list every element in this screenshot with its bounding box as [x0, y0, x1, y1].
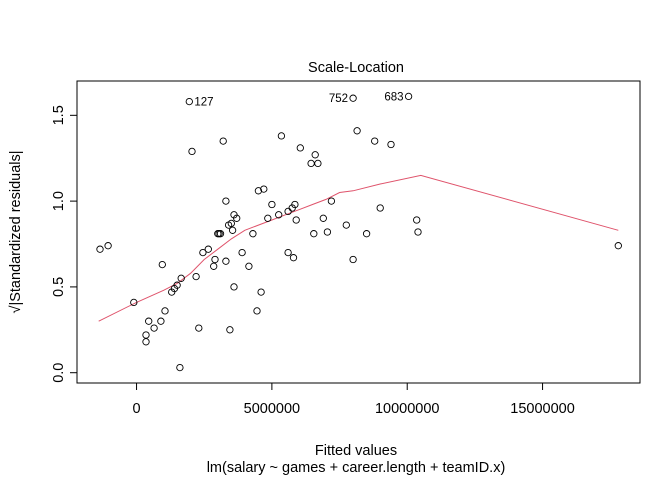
- residual-point: [150, 324, 158, 332]
- residual-point: [260, 185, 268, 193]
- residual-point: [228, 226, 237, 234]
- plot-frame: [76, 80, 641, 384]
- residual-point: [291, 200, 299, 209]
- residual-point: [158, 260, 166, 269]
- residual-point: [210, 262, 218, 270]
- residual-point: [96, 245, 104, 253]
- residual-point: [188, 147, 196, 156]
- residual-point: [192, 272, 200, 281]
- residual-point: [157, 317, 165, 325]
- residual-point: [130, 298, 138, 307]
- residual-point: [310, 230, 318, 238]
- residual-point: [296, 144, 304, 152]
- residual-point: [289, 254, 298, 262]
- residual-point: [307, 159, 315, 168]
- residual-point: [227, 219, 235, 228]
- residual-point: [176, 363, 184, 372]
- residual-point: [199, 248, 207, 257]
- y-tick-label: 0.5: [51, 277, 67, 297]
- residual-point: [353, 127, 361, 135]
- residual-point: [253, 307, 261, 315]
- residual-point: [314, 159, 322, 168]
- x-tick-label: 0: [133, 401, 141, 417]
- residual-point: [185, 97, 193, 106]
- residual-point: [404, 92, 413, 101]
- residual-point: [104, 242, 112, 250]
- y-tick-label: 0.0: [51, 363, 67, 383]
- residual-point: [238, 248, 246, 257]
- residual-point: [371, 137, 379, 145]
- residual-point: [257, 288, 265, 296]
- residual-point: [249, 230, 257, 238]
- residual-point: [323, 228, 332, 236]
- residual-point: [204, 245, 212, 253]
- outlier-labels: 127 752 683: [194, 91, 403, 108]
- residual-point: [161, 307, 169, 315]
- model-formula-label: lm(salary ~ games + career.length + team…: [207, 460, 506, 476]
- x-tick-label: 10000000: [375, 401, 440, 417]
- residual-point: [284, 248, 292, 257]
- y-axis-label: √|Standardized residuals|: [8, 151, 24, 314]
- outlier-label: 127: [194, 97, 213, 109]
- residual-point: [230, 283, 238, 291]
- residual-point: [614, 242, 622, 250]
- residual-point: [222, 197, 230, 205]
- residual-point: [387, 140, 395, 149]
- x-axis-label: Fitted values: [315, 443, 397, 459]
- residual-point: [219, 137, 227, 145]
- residual-point: [277, 132, 286, 140]
- residual-point: [222, 257, 230, 265]
- residual-point: [195, 324, 203, 332]
- residual-point: [226, 326, 234, 334]
- y-tick-label: 1.0: [51, 191, 67, 211]
- residual-point: [177, 274, 185, 282]
- residual-point: [327, 197, 336, 205]
- y-tick-label: 1.5: [51, 105, 67, 125]
- residual-point: [349, 255, 357, 264]
- residual-point: [311, 151, 319, 159]
- residual-point: [254, 187, 263, 195]
- residual-point: [349, 94, 357, 102]
- residual-point: [414, 228, 422, 236]
- x-axis: 0 5000000 10000000 15000000: [133, 382, 575, 417]
- residual-point: [245, 262, 253, 270]
- smoother-line: [98, 174, 619, 322]
- residual-point: [413, 216, 421, 224]
- residual-point: [362, 230, 371, 238]
- outlier-label: 683: [384, 91, 403, 103]
- residual-point: [292, 216, 300, 224]
- residual-point: [275, 211, 283, 219]
- residual-point: [142, 331, 150, 339]
- outlier-label: 752: [329, 93, 348, 105]
- residual-point: [211, 255, 219, 264]
- residual-point: [233, 214, 241, 222]
- residual-point: [268, 200, 276, 209]
- residual-point: [376, 204, 384, 212]
- residual-point: [142, 338, 150, 346]
- x-tick-label: 5000000: [244, 401, 300, 417]
- residual-point: [173, 281, 181, 289]
- residual-point: [216, 230, 225, 238]
- residual-point: [145, 317, 153, 325]
- residual-point: [319, 214, 327, 222]
- residual-points: [96, 92, 622, 372]
- chart-title: Scale-Location: [308, 60, 404, 76]
- y-axis: 0.0 0.5 1.0 1.5: [51, 105, 78, 383]
- residual-point: [264, 214, 272, 222]
- residual-point: [342, 221, 350, 229]
- x-tick-label: 15000000: [510, 401, 575, 417]
